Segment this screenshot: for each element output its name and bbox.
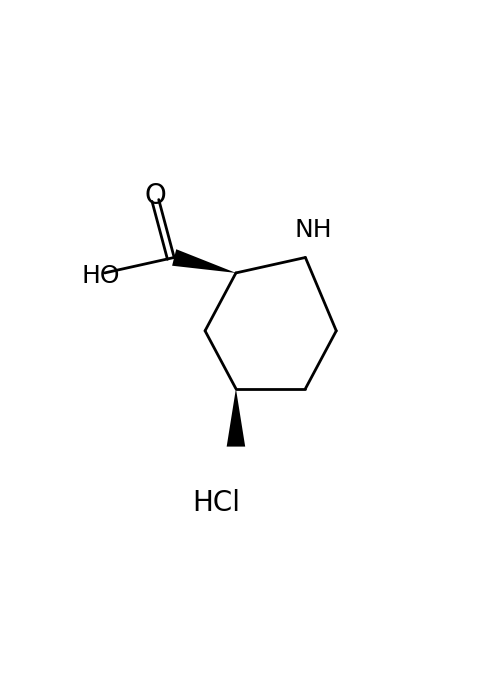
Text: HO: HO	[82, 264, 120, 288]
Polygon shape	[172, 250, 236, 273]
Polygon shape	[227, 388, 245, 447]
Text: NH: NH	[294, 218, 332, 243]
Text: O: O	[144, 182, 166, 210]
Text: HCl: HCl	[193, 489, 241, 517]
